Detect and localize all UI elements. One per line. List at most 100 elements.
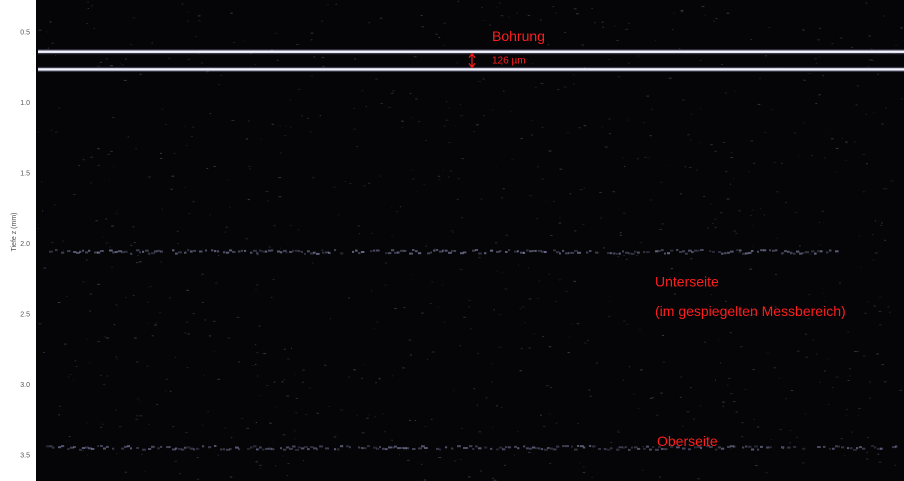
speckle <box>879 324 882 326</box>
speckle <box>38 323 42 325</box>
speckle <box>588 389 591 391</box>
speckle <box>425 245 428 247</box>
reflection-speckle <box>400 447 404 449</box>
speckle <box>690 113 693 115</box>
reflection-speckle <box>301 447 305 450</box>
speckle <box>696 169 698 171</box>
speckle <box>106 375 109 377</box>
speckle <box>644 156 648 158</box>
speckle <box>608 118 611 120</box>
speckle <box>356 415 359 416</box>
speckle <box>752 369 755 371</box>
speckle <box>413 56 417 58</box>
reflection-speckle <box>394 251 398 254</box>
speckle <box>192 126 195 128</box>
speckle <box>835 376 839 378</box>
speckle <box>468 476 471 478</box>
speckle <box>344 181 347 182</box>
reflection-speckle <box>709 250 712 253</box>
speckle <box>456 62 459 64</box>
reflection-speckle <box>661 448 664 450</box>
reflection-speckle <box>541 448 544 451</box>
speckle <box>516 40 518 42</box>
speckle <box>571 323 573 325</box>
reflection-speckle <box>565 252 569 255</box>
reflection-speckle <box>721 252 724 255</box>
speckle <box>136 361 139 363</box>
speckle <box>340 409 343 411</box>
reflection-speckle <box>502 448 506 451</box>
speckle <box>289 99 291 101</box>
speckle <box>558 222 562 224</box>
speckle <box>738 252 741 254</box>
reflection-speckle <box>154 250 158 253</box>
speckle <box>473 131 475 133</box>
speckle <box>259 467 261 469</box>
y-tick-label: 1.5 <box>20 171 30 178</box>
speckle <box>778 377 780 379</box>
reflection-speckle <box>607 252 611 255</box>
speckle <box>796 350 800 352</box>
speckle <box>866 301 870 303</box>
speckle <box>500 58 502 60</box>
speckle <box>491 477 494 479</box>
reflection-speckle <box>253 445 257 448</box>
speckle <box>297 88 301 90</box>
reflection-speckle <box>160 250 163 253</box>
speckle <box>493 479 497 481</box>
speckle <box>726 12 730 14</box>
reflection-speckle <box>457 445 461 448</box>
speckle <box>869 397 871 399</box>
speckle <box>567 352 571 354</box>
speckle <box>505 234 508 236</box>
reflection-speckle <box>793 252 796 255</box>
speckle <box>104 336 106 338</box>
reflection-speckle <box>598 448 601 451</box>
speckle <box>282 434 286 436</box>
reflection-speckle <box>892 446 896 449</box>
speckle <box>113 166 115 168</box>
reflection-speckle <box>595 251 599 254</box>
speckle <box>384 284 387 286</box>
speckle <box>765 310 768 312</box>
reflection-speckle <box>400 249 404 252</box>
speckle <box>120 62 122 64</box>
reflection-speckle <box>313 447 317 450</box>
speckle <box>294 374 296 375</box>
speckle <box>799 245 801 247</box>
speckle <box>401 126 404 128</box>
speckle <box>751 209 754 211</box>
reflection-speckle <box>157 447 160 450</box>
speckle <box>156 403 159 405</box>
reflection-speckle <box>562 445 565 448</box>
speckle <box>619 234 623 236</box>
speckle <box>847 331 849 333</box>
speckle <box>460 115 463 117</box>
reflection-speckle <box>49 250 53 253</box>
speckle <box>450 230 454 232</box>
reflection-speckle <box>724 252 727 255</box>
speckle <box>167 57 171 59</box>
speckle <box>838 309 842 311</box>
speckle <box>883 381 887 383</box>
reflection-speckle <box>763 249 767 252</box>
speckle <box>296 44 298 46</box>
speckle <box>785 202 787 204</box>
speckle <box>803 122 805 124</box>
speckle <box>622 379 624 381</box>
reflection-speckle <box>508 446 511 449</box>
speckle <box>499 2 501 4</box>
speckle <box>58 414 60 416</box>
speckle <box>217 454 220 456</box>
speckle <box>894 44 898 46</box>
speckle <box>478 431 482 433</box>
speckle <box>656 414 659 416</box>
speckle <box>286 475 289 477</box>
speckle <box>363 364 366 366</box>
reflection-speckle <box>355 249 358 252</box>
reflection-speckle <box>670 445 674 448</box>
speckle <box>215 282 218 284</box>
speckle <box>247 199 251 201</box>
reflection-speckle <box>334 448 337 451</box>
reflection-speckle <box>346 445 349 448</box>
